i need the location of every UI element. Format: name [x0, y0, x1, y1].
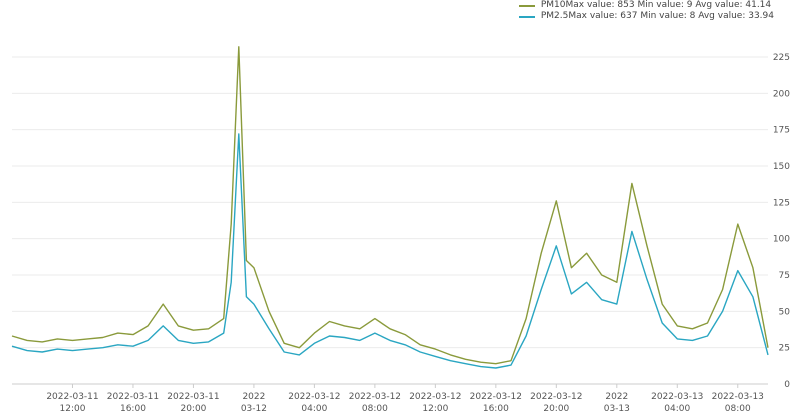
- x-tick-label-5: 2022-03-12 08:00: [349, 392, 401, 414]
- y-tick-label-200: 200: [773, 89, 790, 99]
- x-tick-label-2: 2022-03-11 20:00: [167, 392, 219, 414]
- y-tick-label-225: 225: [773, 53, 790, 63]
- chart-legend: PM10Max value: 853 Min value: 9 Avg valu…: [518, 0, 774, 22]
- x-tick-label-9: 2022 03-13: [604, 392, 630, 414]
- legend-item-pm10[interactable]: PM10Max value: 853 Min value: 9 Avg valu…: [518, 0, 774, 11]
- legend-label-pm10: PM10Max value: 853 Min value: 9 Avg valu…: [540, 0, 772, 10]
- series-line-pm25: [11, 133, 769, 369]
- x-tick-label-10: 2022-03-13 04:00: [651, 392, 703, 414]
- y-tick-label-100: 100: [773, 235, 790, 245]
- legend-label-pm25: PM2.5Max value: 637 Min value: 8 Avg val…: [540, 11, 774, 21]
- legend-item-pm25[interactable]: PM2.5Max value: 637 Min value: 8 Avg val…: [518, 11, 774, 22]
- y-tick-label-25: 25: [779, 344, 790, 354]
- series-line-pm10: [11, 46, 769, 365]
- y-tick-label-75: 75: [779, 271, 790, 281]
- y-tick-label-50: 50: [779, 307, 791, 317]
- x-tick-label-0: 2022-03-11 12:00: [46, 392, 98, 414]
- y-tick-label-150: 150: [773, 162, 790, 172]
- y-tick-label-125: 125: [773, 198, 790, 208]
- legend-swatch-pm25: [518, 15, 535, 18]
- x-tick-label-6: 2022-03-12 12:00: [409, 392, 461, 414]
- x-tick-label-1: 2022-03-11 16:00: [107, 392, 159, 414]
- x-tick-label-7: 2022-03-12 16:00: [470, 392, 522, 414]
- x-tick-label-8: 2022-03-12 20:00: [530, 392, 582, 414]
- y-tick-label-0: 0: [784, 380, 790, 390]
- legend-swatch-pm10: [518, 4, 535, 7]
- x-tick-label-4: 2022-03-12 04:00: [288, 392, 340, 414]
- y-tick-label-175: 175: [773, 126, 790, 136]
- x-tick-label-11: 2022-03-13 08:00: [712, 392, 764, 414]
- x-tick-label-3: 2022 03-12: [241, 392, 267, 414]
